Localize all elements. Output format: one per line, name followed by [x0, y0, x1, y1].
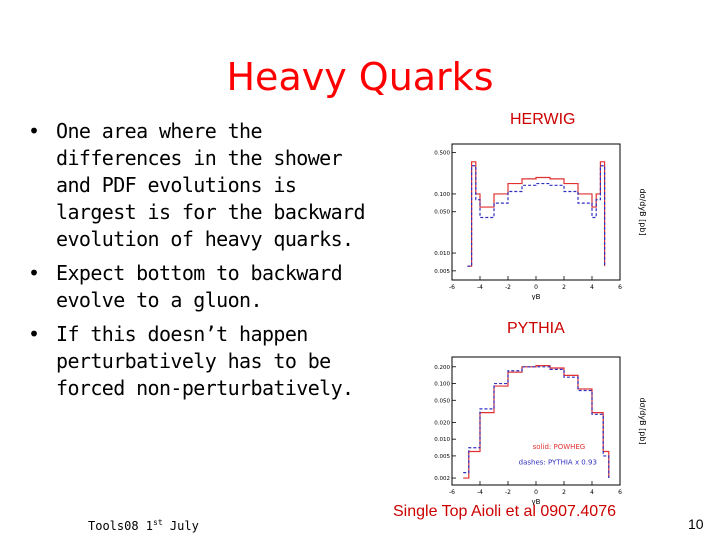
bullet-text: One area where the differences in the sh…: [56, 119, 366, 251]
x-axis-label: yB: [532, 498, 541, 505]
x-tick-label: 4: [590, 284, 594, 291]
x-tick-label: -4: [477, 284, 483, 291]
y-tick-label: 0.050: [434, 398, 450, 404]
plot-frame: [451, 143, 621, 281]
pythia-plot: -6 -4 -2 0 2 4 6 0.200 0.100 0.050 0.020 0.010 0.005…: [434, 356, 647, 505]
y-tick-label: 0.010: [434, 437, 450, 443]
footer-conference: Tools08 1st July: [88, 518, 199, 533]
bullet-text: Expect bottom to backward evolve to a gl…: [56, 261, 343, 312]
y-tick-label: 0.010: [434, 251, 450, 257]
y-tick-label: 0.200: [434, 365, 450, 371]
bullet-item: • One area where the differences in the s…: [28, 118, 368, 253]
x-tick-label: 2: [562, 284, 566, 291]
x-tick-label: 0: [534, 284, 538, 291]
x-tick-label: 6: [618, 284, 622, 291]
y-axis-label: dσ/dyB [pb]: [638, 188, 647, 235]
x-tick-label: -6: [449, 489, 455, 496]
x-tick-label: -6: [449, 284, 455, 291]
x-tick-label: -2: [505, 284, 511, 291]
y-tick-label: 0.005: [434, 269, 450, 275]
x-tick-label: -2: [505, 489, 511, 496]
series-dashed-line: [467, 165, 606, 267]
bullet-item: • If this doesn’t happen perturbatively h…: [28, 321, 368, 402]
x-tick-label: 6: [618, 489, 622, 496]
reference-text: Single Top Aioli et al 0907.4076: [393, 503, 616, 520]
legend-dashed: dashes: PYTHIA x 0.93: [519, 459, 597, 467]
x-tick-label: -4: [477, 489, 483, 496]
bullet-list: • One area where the differences in the s…: [28, 118, 368, 409]
x-tick-label: 2: [562, 489, 566, 496]
y-tick-label: 0.500: [434, 151, 450, 157]
pythia-label: PYTHIA: [507, 320, 565, 337]
y-tick-label: 0.020: [434, 420, 450, 426]
x-axis-label: yB: [532, 293, 541, 300]
y-tick-label: 0.100: [434, 192, 450, 198]
bullet-dot-icon: •: [28, 119, 40, 143]
y-axis-label: dσ/dyB [pb]: [638, 397, 647, 444]
series-dashed-line: [463, 366, 610, 479]
bullet-dot-icon: •: [28, 261, 40, 285]
bullet-item: • Expect bottom to backward evolve to a g…: [28, 260, 368, 314]
series-solid-line: [467, 161, 606, 267]
x-tick-label: 4: [590, 489, 594, 496]
bullet-dot-icon: •: [28, 322, 40, 346]
herwig-plot: -6 -4 -2 0 2 4 6 0.500 0.100 0.050 0.010 0.005 yB dσ/…: [434, 143, 647, 300]
bullet-text: If this doesn’t happen perturbatively ha…: [56, 322, 354, 400]
slide-title: Heavy Quarks: [226, 55, 494, 99]
legend-solid: solid: POWHEG: [533, 443, 586, 451]
y-tick-label: 0.002: [434, 476, 450, 482]
y-tick-label: 0.100: [434, 382, 450, 388]
x-tick-label: 0: [534, 489, 538, 496]
y-tick-label: 0.050: [434, 210, 450, 216]
herwig-label: HERWIG: [510, 111, 576, 128]
page-number: 10: [688, 516, 704, 532]
y-tick-label: 0.005: [434, 454, 450, 460]
